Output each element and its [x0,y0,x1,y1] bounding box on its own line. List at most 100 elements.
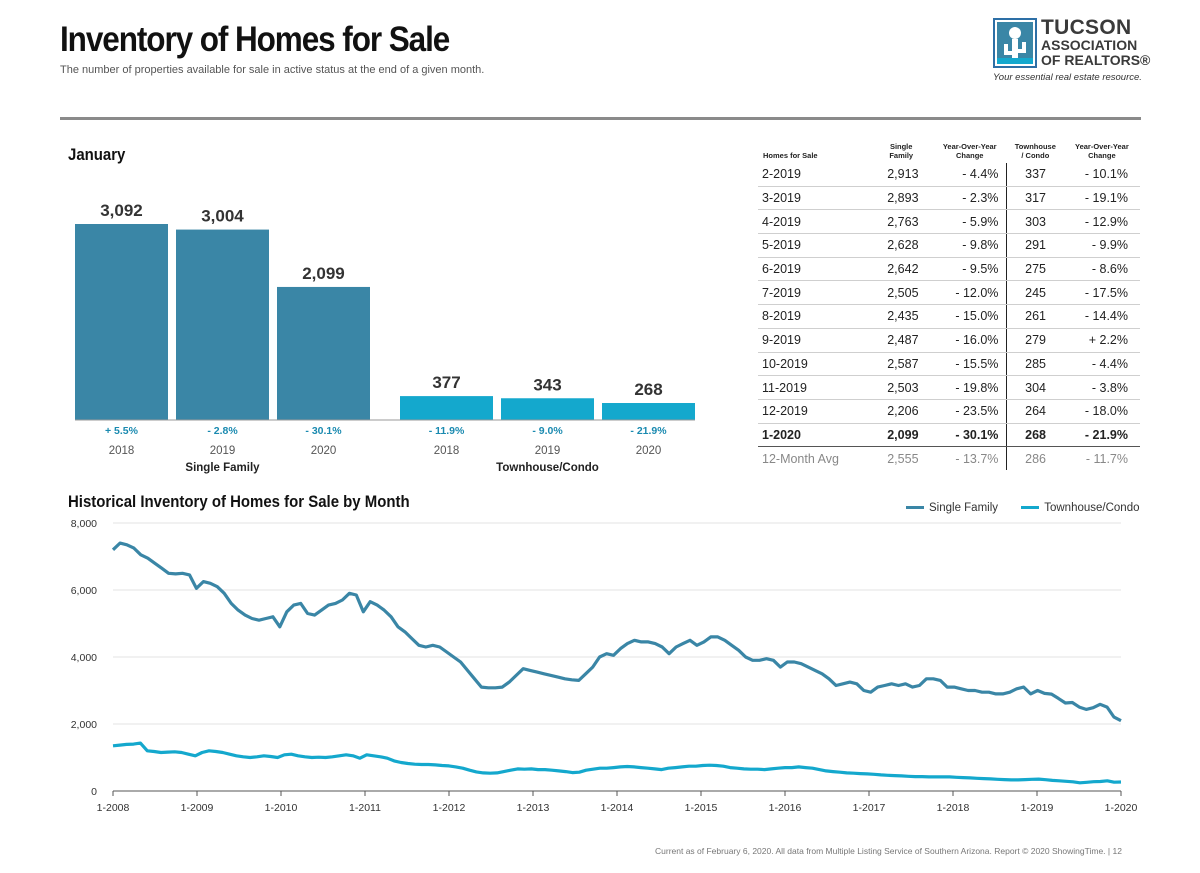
bar-change-label: - 21.9% [630,425,667,437]
bar-value-label: 268 [634,380,662,399]
table-cell: - 23.5% [932,399,1008,424]
x-tick-label: 1-2013 [517,802,550,814]
page-subtitle: The number of properties available for s… [60,64,485,76]
legend-label: Single Family [929,502,999,514]
table-row: 2-2019 2,913- 4.4% 337- 10.1% [758,163,1140,187]
header-text: / Condo [1021,151,1050,160]
january-bar-chart: 3,092 + 5.5% 2018 3,004 - 2.8% 2019 2,099 - 30.… [75,201,695,474]
header-text: Change [1088,151,1116,160]
table-cell: 286 [1025,451,1047,466]
table-cell: - 4.4% [932,163,1008,187]
table-cell: 285 [1006,352,1064,377]
table-row: 6-2019 2,642- 9.5% 275- 8.6% [758,257,1140,282]
header-text: Change [955,151,984,160]
table-cell: 5-2019 [758,233,870,258]
table-cell: - 21.9% [1063,423,1140,448]
bar-year-label: 2018 [109,445,135,457]
bar-change-label: - 9.0% [532,425,563,437]
bar-year-label: 2020 [636,445,662,457]
table-cell: 264 [1006,399,1064,424]
table-cell: 6-2019 [758,257,870,282]
x-tick-label: 1-2015 [685,802,718,814]
x-tick-label: 1-2016 [769,802,802,814]
table-cell: 9-2019 [758,328,870,353]
table-cell: - 15.0% [932,304,1008,329]
header-text: Year-Over-Year [942,142,997,151]
table-average-row: 12-Month Avg 2,555 - 13.7% 286 - 11.7% [758,446,1140,470]
bar [602,403,695,420]
table-cell: 291 [1006,233,1064,258]
table-cell: 317 [1006,186,1064,211]
y-tick-label: 0 [91,786,97,798]
bar-value-label: 343 [533,375,561,394]
legend-label: Townhouse/Condo [1044,502,1140,514]
table-cell: - 12.9% [1063,209,1140,235]
legend-single-family: Single Family [906,502,998,514]
table-cell: - 12.0% [932,280,1008,306]
table-cell: 2,893 [869,186,933,211]
x-tick-label: 1-2008 [97,802,130,814]
bar-change-label: - 2.8% [207,425,238,437]
x-tick-label: 1-2014 [601,802,634,814]
table-cell: 4-2019 [758,209,870,235]
table-cell: - 9.9% [1063,233,1140,258]
table-cell: 275 [1006,257,1064,282]
logo-line3: OF REALTORS® [1041,52,1151,68]
header-single-family: Single Family [870,138,933,163]
bar-change-label: - 11.9% [429,425,465,437]
table-row: 7-2019 2,505- 12.0% 245- 17.5% [758,280,1140,306]
x-tick-label: 1-2009 [181,802,214,814]
table-row: 8-2019 2,435- 15.0% 261- 14.4% [758,304,1140,329]
table-cell: - 9.5% [932,257,1008,282]
x-tick-label: 1-2010 [265,802,298,814]
bar-value-label: 3,004 [201,207,244,226]
table-cell: - 3.8% [1063,375,1140,400]
table-cell: 3-2019 [758,186,870,211]
bar [75,224,168,420]
header-text: Townhouse [1014,142,1056,151]
legend-townhouse: Townhouse/Condo [1021,502,1140,514]
table-cell: - 4.4% [1063,352,1140,377]
table-cell: 1-2020 [758,423,870,448]
series-line-townhouse [112,741,1122,785]
bar-year-label: 2019 [535,445,561,457]
chart-legend: Single Family Townhouse/Condo [886,502,1140,514]
table-cell: - 19.1% [1063,186,1140,211]
y-tick-label: 8,000 [71,518,97,530]
table-cell: - 10.1% [1063,163,1140,187]
header-divider [60,117,1141,120]
table-cell: 2,503 [869,375,933,400]
header-townhouse: Townhouse / Condo [1007,138,1064,163]
table-cell: - 9.8% [932,233,1008,258]
table-cell: - 2.3% [932,186,1008,211]
table-cell: 303 [1006,209,1064,235]
table-cell: - 8.6% [1063,257,1140,282]
table-row: 3-2019 2,893- 2.3% 317- 19.1% [758,186,1140,211]
table-cell: 12-2019 [758,399,870,424]
table-cell: 10-2019 [758,352,870,377]
table-row: 12-2019 2,206- 23.5% 264- 18.0% [758,399,1140,424]
table-row: 9-2019 2,487- 16.0% 279 + 2.2% [758,328,1140,353]
table-cell: 2,587 [869,352,933,377]
legend-swatch [906,506,924,510]
historical-line-chart: 0 2,000 4,000 6,000 8,000 1-2008 1-2009 1-2010 1… [71,518,1138,814]
bar-group-label: Single Family [185,462,260,474]
cactus-logo-icon [993,18,1037,68]
x-tick-label: 1-2012 [433,802,466,814]
bar-value-label: 3,092 [100,201,143,220]
table-cell: 337 [1006,163,1064,187]
page-title: Inventory of Homes for Sale [60,20,450,59]
table-cell: - 16.0% [932,328,1008,353]
bar-year-label: 2019 [210,445,236,457]
table-cell: 8-2019 [758,304,870,329]
series-line-single-family [111,541,1122,723]
table-cell: 2,642 [869,257,933,282]
bar-group-label: Townhouse/Condo [496,462,599,474]
inventory-table: Homes for Sale Single Family Year-Over-Ye… [758,138,1140,470]
table-cell: - 14.4% [1063,304,1140,329]
bar-change-label: + 5.5% [105,425,139,437]
table-cell: - 18.0% [1063,399,1140,424]
table-cell: 261 [1006,304,1064,329]
table-cell: 304 [1006,375,1064,400]
header-text: Homes for Sale [763,151,818,160]
